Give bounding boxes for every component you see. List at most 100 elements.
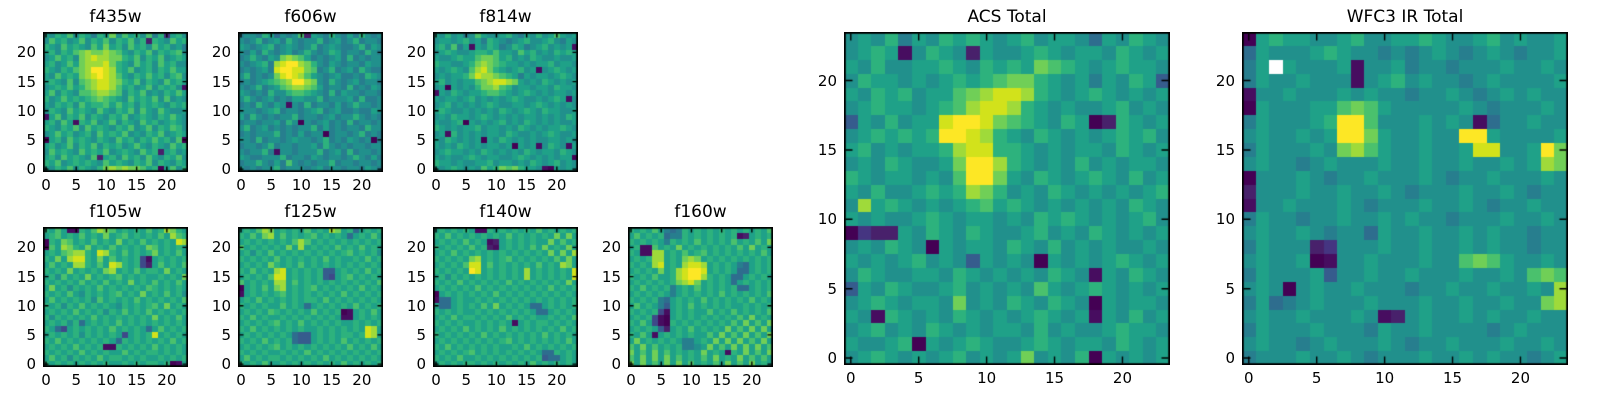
x-tick-label: 20 xyxy=(1510,369,1530,387)
heatmap-f606w xyxy=(238,32,383,172)
y-tick-label: 10 xyxy=(601,296,621,315)
x-tick-label: 5 xyxy=(266,176,276,194)
panel-title-f606w: f606w xyxy=(284,7,337,27)
y-tick-label: 15 xyxy=(817,140,837,159)
x-tick-label: 20 xyxy=(742,371,762,389)
x-tick-label: 5 xyxy=(461,371,471,389)
y-tick-label: 5 xyxy=(827,279,837,298)
y-tick-label: 5 xyxy=(416,325,426,344)
x-tick-label: 5 xyxy=(266,371,276,389)
x-tick-label: 0 xyxy=(626,371,636,389)
x-tick-label: 20 xyxy=(352,176,372,194)
y-tick-label: 5 xyxy=(26,325,36,344)
panel-title-acs-total: ACS Total xyxy=(967,7,1047,27)
y-tick-label: 10 xyxy=(1215,210,1235,229)
y-tick-label: 15 xyxy=(1215,140,1235,159)
x-tick-label: 0 xyxy=(236,176,246,194)
x-tick-label: 20 xyxy=(157,176,177,194)
heatmap-f435w xyxy=(43,32,188,172)
panel-title-wfc3-ir-total: WFC3 IR Total xyxy=(1346,7,1464,27)
x-tick-label: 10 xyxy=(977,369,997,387)
panel-title-f140w: f140w xyxy=(479,202,532,222)
x-tick-label: 0 xyxy=(236,371,246,389)
y-tick-label: 0 xyxy=(416,355,426,374)
y-tick-label: 15 xyxy=(16,72,36,91)
y-tick-label: 20 xyxy=(406,43,426,62)
x-tick-label: 0 xyxy=(41,176,51,194)
x-tick-label: 15 xyxy=(517,176,537,194)
heatmap-f160w xyxy=(628,227,773,367)
x-tick-label: 10 xyxy=(96,176,116,194)
y-tick-label: 10 xyxy=(16,296,36,315)
x-tick-label: 20 xyxy=(547,371,567,389)
y-tick-label: 20 xyxy=(16,43,36,62)
y-tick-label: 10 xyxy=(406,101,426,120)
heatmap-f814w xyxy=(433,32,578,172)
x-tick-label: 10 xyxy=(291,371,311,389)
y-tick-label: 5 xyxy=(416,130,426,149)
heatmap-f140w xyxy=(433,227,578,367)
x-tick-label: 5 xyxy=(71,176,81,194)
x-tick-label: 10 xyxy=(96,371,116,389)
y-tick-label: 20 xyxy=(211,43,231,62)
panel-title-f105w: f105w xyxy=(89,202,142,222)
x-tick-label: 10 xyxy=(291,176,311,194)
y-tick-label: 5 xyxy=(1225,279,1235,298)
y-tick-label: 5 xyxy=(26,130,36,149)
heatmap-f105w xyxy=(43,227,188,367)
y-tick-label: 15 xyxy=(601,267,621,286)
y-tick-label: 15 xyxy=(211,72,231,91)
x-tick-label: 10 xyxy=(681,371,701,389)
x-tick-label: 10 xyxy=(486,176,506,194)
x-tick-label: 15 xyxy=(127,371,147,389)
y-tick-label: 0 xyxy=(827,349,837,368)
y-tick-label: 20 xyxy=(16,238,36,257)
x-tick-label: 15 xyxy=(322,371,342,389)
y-tick-label: 15 xyxy=(406,267,426,286)
y-tick-label: 20 xyxy=(211,238,231,257)
y-tick-label: 5 xyxy=(221,325,231,344)
heatmap-f125w xyxy=(238,227,383,367)
y-tick-label: 15 xyxy=(211,267,231,286)
panel-title-f160w: f160w xyxy=(674,202,727,222)
x-tick-label: 5 xyxy=(656,371,666,389)
x-tick-label: 5 xyxy=(1311,369,1322,387)
x-tick-label: 5 xyxy=(461,176,471,194)
y-tick-label: 10 xyxy=(16,101,36,120)
x-tick-label: 5 xyxy=(913,369,924,387)
y-tick-label: 0 xyxy=(221,160,231,179)
heatmap-wfc3-ir-total xyxy=(1242,32,1568,365)
y-tick-label: 15 xyxy=(406,72,426,91)
x-tick-label: 10 xyxy=(1375,369,1395,387)
x-tick-label: 20 xyxy=(352,371,372,389)
y-tick-label: 0 xyxy=(611,355,621,374)
x-tick-label: 0 xyxy=(41,371,51,389)
y-tick-label: 15 xyxy=(16,267,36,286)
x-tick-label: 5 xyxy=(71,371,81,389)
y-tick-label: 0 xyxy=(416,160,426,179)
x-tick-label: 15 xyxy=(322,176,342,194)
y-tick-label: 20 xyxy=(1215,71,1235,90)
y-tick-label: 10 xyxy=(406,296,426,315)
y-tick-label: 10 xyxy=(817,210,837,229)
heatmap-acs-total xyxy=(844,32,1170,365)
y-tick-label: 5 xyxy=(221,130,231,149)
panel-title-f814w: f814w xyxy=(479,7,532,27)
x-tick-label: 20 xyxy=(157,371,177,389)
x-tick-label: 0 xyxy=(846,369,856,387)
y-tick-label: 10 xyxy=(211,296,231,315)
x-tick-label: 15 xyxy=(1442,369,1463,387)
x-tick-label: 10 xyxy=(486,371,506,389)
x-tick-label: 20 xyxy=(547,176,567,194)
y-tick-label: 0 xyxy=(221,355,231,374)
x-tick-label: 0 xyxy=(1244,369,1254,387)
x-tick-label: 15 xyxy=(517,371,537,389)
y-tick-label: 20 xyxy=(817,71,837,90)
x-tick-label: 20 xyxy=(1112,369,1132,387)
x-tick-label: 15 xyxy=(127,176,147,194)
y-tick-label: 10 xyxy=(211,101,231,120)
y-tick-label: 0 xyxy=(1225,349,1235,368)
y-tick-label: 0 xyxy=(26,355,36,374)
x-tick-label: 0 xyxy=(431,176,441,194)
